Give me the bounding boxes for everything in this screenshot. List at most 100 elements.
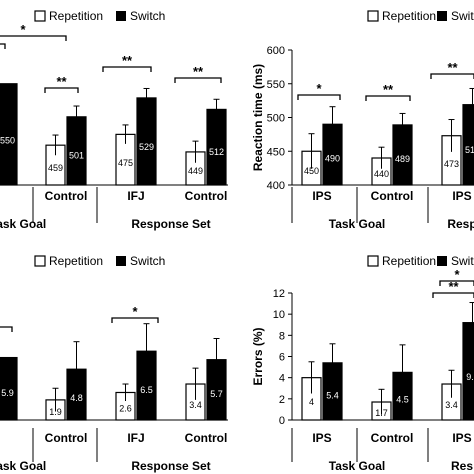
legend-bottom-left: Repetition Switch [34,254,165,268]
data-label: 449 [188,166,203,176]
y-tick-label: 450 [267,146,285,158]
significance-bracket [297,94,341,100]
legend-bottom-right: Repetition Switch [367,254,474,268]
significance-bracket [0,43,6,49]
data-label: 9.2 [466,372,474,382]
y-tick-label: 6 [279,352,285,364]
legend-swatch-repetition [367,10,379,22]
bar-switch [0,356,18,421]
legend-label-repetition: Repetition [382,9,436,23]
significance-marker: ** [122,53,133,68]
x-group-label: Res [451,459,473,473]
legend-label-switch: Switch [451,9,474,23]
y-tick-label: 4 [279,373,285,385]
x-category-label: Control [185,431,228,445]
y-tick-label: 400 [267,180,285,192]
legend-label-repetition: Repetition [382,254,436,268]
legend-label-switch: Switch [451,254,474,268]
data-label: 4.5 [396,395,409,405]
y-tick-label: 2 [279,394,285,406]
y-axis-label: Reaction time (ms) [251,64,265,171]
data-label: 5.4 [326,390,339,400]
data-label: 1.9 [49,407,62,417]
legend-swatch-switch [116,256,126,266]
data-label: 489 [395,154,410,164]
x-group-label: Task Goal [329,459,385,473]
x-category-label: IFJ [127,189,144,203]
data-label: 3.4 [445,400,458,410]
data-label: 473 [444,159,459,169]
x-category-label: IPS [312,189,331,203]
data-label: 512 [209,147,224,157]
data-label: 3.4 [189,400,202,410]
x-group-label: Resp [447,217,474,231]
x-group-label: Task Goal [0,217,46,231]
significance-marker: * [20,22,26,37]
significance-bracket [102,66,152,72]
significance-bracket [111,317,159,323]
significance-marker: ** [193,64,204,79]
legend-swatch-switch [437,11,447,21]
significance-marker: ** [56,74,67,89]
legend-label-repetition: Repetition [49,9,103,23]
legend-swatch-repetition [34,10,46,22]
y-axis-label: Errors (%) [251,327,265,385]
x-category-label: IPS [452,431,471,445]
legend-label-repetition: Repetition [49,254,103,268]
x-category-label: Control [185,189,228,203]
x-category-label: IPS [312,431,331,445]
legend-top-left: Repetition Switch [34,9,165,23]
x-category-label: Control [45,189,88,203]
data-label: 475 [118,158,133,168]
x-category-label: IFJ [127,431,144,445]
data-label: 5.7 [210,389,223,399]
x-category-label: IPS [452,189,471,203]
x-group-label: Response Set [131,217,210,231]
x-group-label: Task Goal [329,217,385,231]
significance-bracket [0,326,13,332]
data-label: 4 [309,397,314,407]
significance-marker: ** [383,82,394,97]
y-tick-label: 600 [267,45,285,57]
legend-swatch-repetition [34,255,46,267]
x-category-label: Control [371,431,414,445]
data-label: 450 [304,166,319,176]
data-label: 1.7 [375,408,388,418]
chart-panel-top-left: 550J459501Control475529IFJ449512ControlT… [0,22,228,231]
data-label: 519 [465,145,474,155]
data-label: 6.5 [140,385,153,395]
data-label: 5.9 [1,388,14,398]
x-group-label: Response Set [131,459,210,473]
y-tick-label: 8 [279,330,285,342]
significance-bracket [439,280,474,286]
significance-marker: ** [447,60,458,75]
data-label: 490 [325,154,340,164]
significance-bracket [432,292,474,298]
significance-bracket [365,95,411,101]
legend-swatch-switch [437,256,447,266]
significance-marker: * [316,81,322,96]
y-tick-label: 0 [279,415,285,427]
legend-top-right: Repetition Switch [367,9,474,23]
y-tick-label: 500 [267,113,285,125]
data-label: 459 [48,163,63,173]
legend-swatch-repetition [367,255,379,267]
data-label: 529 [139,142,154,152]
data-label: 2.6 [119,404,132,414]
significance-bracket [430,73,474,79]
significance-bracket [0,35,67,41]
data-label: 550 [0,135,15,145]
chart-panel-bottom-left: 5.9J1.94.8Control2.66.5IFJ3.45.7ControlT… [0,304,228,473]
significance-marker: * [132,304,138,319]
significance-marker: ** [448,279,459,294]
legend-swatch-switch [116,11,126,21]
x-group-label: Task Goal [0,459,46,473]
significance-marker: * [454,267,460,282]
y-tick-label: 10 [273,309,285,321]
y-tick-label: 550 [267,79,285,91]
bar-switch [0,83,18,186]
x-category-label: Control [45,431,88,445]
legend-label-switch: Switch [130,9,165,23]
legend-label-switch: Switch [130,254,165,268]
